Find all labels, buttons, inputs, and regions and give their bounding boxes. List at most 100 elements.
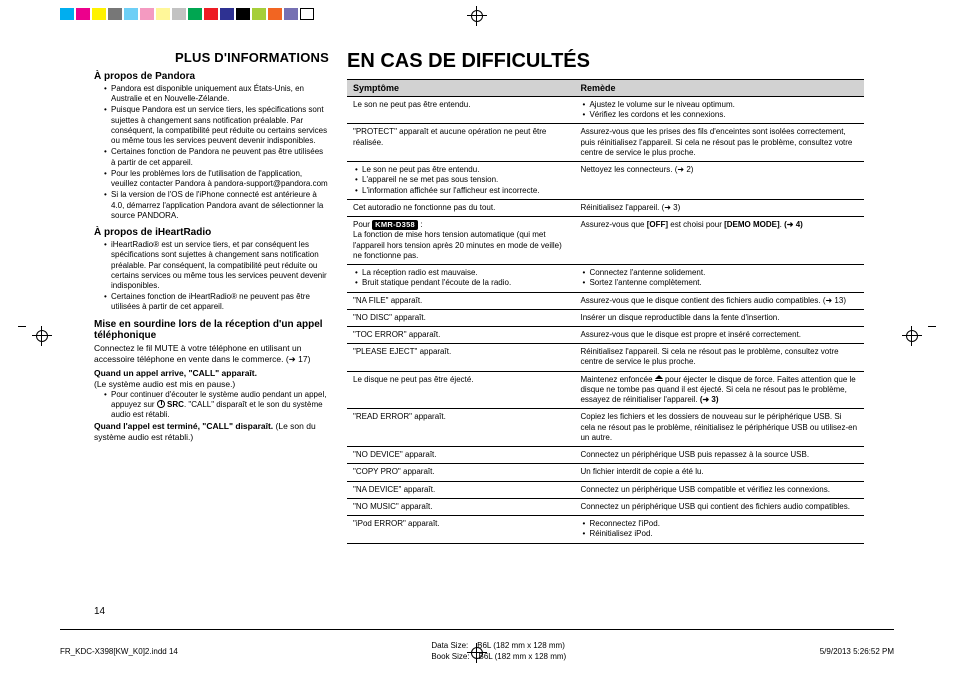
footer-booksize-label: Book Size: xyxy=(431,652,469,661)
remedy-cell: Assurez-vous que [OFF] est choisi pour [… xyxy=(574,217,864,265)
symptom-cell: Cet autoradio ne fonctionne pas du tout. xyxy=(347,199,574,216)
symptom-cell: Pour KMR-D358 :La fonction de mise hors … xyxy=(347,217,574,265)
table-row: La réception radio est mauvaise.Bruit st… xyxy=(347,265,864,292)
color-swatch xyxy=(268,8,282,20)
list-item: Vérifiez les cordons et les connexions. xyxy=(582,110,858,120)
footer-datasize-label: Data Size: xyxy=(431,641,468,650)
call-arrives-paragraph: (Le système audio est mis en pause.) xyxy=(94,379,329,390)
color-swatch xyxy=(204,8,218,20)
symptom-cell: "NO DISC" apparaît. xyxy=(347,309,574,326)
footer-filename: FR_KDC-X398[KW_K0]2.indd 14 xyxy=(60,647,178,656)
symptom-cell: "NA FILE" apparaît. xyxy=(347,292,574,309)
list-item: Si la version de l'OS de l'iPhone connec… xyxy=(104,190,329,221)
color-swatch xyxy=(188,8,202,20)
left-column: PLUS D'INFORMATIONS À propos de Pandora … xyxy=(94,50,329,544)
table-row: "iPod ERROR" apparaît.Reconnectez l'iPod… xyxy=(347,516,864,543)
section-heading: PLUS D'INFORMATIONS xyxy=(94,50,329,65)
power-icon xyxy=(157,400,165,408)
model-badge: KMR-D358 xyxy=(372,220,418,230)
table-row: Le disque ne peut pas être éjecté.Mainte… xyxy=(347,371,864,409)
remedy-cell: Assurez-vous que les prises des fils d'e… xyxy=(574,124,864,162)
symptom-cell: Le son ne peut pas être entendu. xyxy=(347,97,574,124)
list-item: Certaines fonction de iHeartRadio® ne pe… xyxy=(104,292,329,312)
footer-sizes: Data Size: B6L (182 mm x 128 mm) Book Si… xyxy=(431,641,566,662)
table-row: "READ ERROR" apparaît.Copiez les fichier… xyxy=(347,409,864,447)
registration-mark-left xyxy=(32,326,52,346)
footer-timestamp: 5/9/2013 5:26:52 PM xyxy=(820,647,894,656)
call-end-paragraph: Quand l'appel est terminé, "CALL" dispar… xyxy=(94,421,329,443)
list-item: iHeartRadio® est un service tiers, et pa… xyxy=(104,240,329,291)
col-symptom: Symptôme xyxy=(347,80,574,97)
remedy-cell: Réinitialisez l'appareil. (➜ 3) xyxy=(574,199,864,216)
registration-mark-top xyxy=(467,6,487,26)
remedy-cell: Un fichier interdit de copie a été lu. xyxy=(574,464,864,481)
page-number: 14 xyxy=(94,606,105,617)
symptom-cell: Le disque ne peut pas être éjecté. xyxy=(347,371,574,409)
remedy-cell: Réinitialisez l'appareil. Si cela ne rés… xyxy=(574,344,864,371)
remedy-cell: Connectez un périphérique USB puis repas… xyxy=(574,447,864,464)
footer-bar: FR_KDC-X398[KW_K0]2.indd 14 Data Size: B… xyxy=(60,629,894,667)
remedy-cell: Connectez un périphérique USB qui contie… xyxy=(574,498,864,515)
symptom-cell: "PROTECT" apparaît et aucune opération n… xyxy=(347,124,574,162)
color-swatch xyxy=(92,8,106,20)
remedy-cell: Ajustez le volume sur le niveau optimum.… xyxy=(574,97,864,124)
remedy-cell: Assurez-vous que le disque contient des … xyxy=(574,292,864,309)
remedy-cell: Copiez les fichiers et les dossiers de n… xyxy=(574,409,864,447)
call-continue-list: Pour continuer d'écouter le système audi… xyxy=(94,390,329,421)
page-content: PLUS D'INFORMATIONS À propos de Pandora … xyxy=(94,50,864,613)
list-item: Connectez l'antenne solidement. xyxy=(582,268,858,278)
remedy-cell: Insérer un disque reproductible dans la … xyxy=(574,309,864,326)
symptom-cell: "TOC ERROR" apparaît. xyxy=(347,326,574,343)
list-item: Puisque Pandora est un service tiers, le… xyxy=(104,105,329,146)
mute-heading: Mise en sourdine lors de la réception d'… xyxy=(94,319,329,341)
color-swatch xyxy=(124,8,138,20)
list-item: Pandora est disponible uniquement aux Ét… xyxy=(104,84,329,104)
list-item: Reconnectez l'iPod. xyxy=(582,519,858,529)
iheart-heading: À propos de iHeartRadio xyxy=(94,227,329,238)
main-heading: EN CAS DE DIFFICULTÉS xyxy=(347,50,864,73)
symptom-cell: "iPod ERROR" apparaît. xyxy=(347,516,574,543)
remedy-cell: Reconnectez l'iPod.Réinitialisez iPod. xyxy=(574,516,864,543)
remedy-cell: Connectez un périphérique USB compatible… xyxy=(574,481,864,498)
pandora-list: Pandora est disponible uniquement aux Ét… xyxy=(94,84,329,221)
remedy-cell: Nettoyez les connecteurs. (➜ 2) xyxy=(574,162,864,200)
list-item: Réinitialisez iPod. xyxy=(582,529,858,539)
color-swatch xyxy=(108,8,122,20)
col-remedy: Remède xyxy=(574,80,864,97)
list-item: L'information affichée sur l'afficheur e… xyxy=(355,186,568,196)
list-item: Pour les problèmes lors de l'utilisation… xyxy=(104,169,329,189)
color-swatch xyxy=(220,8,234,20)
eject-icon xyxy=(655,375,663,383)
troubleshooting-table: Symptôme Remède Le son ne peut pas être … xyxy=(347,79,864,544)
right-column: EN CAS DE DIFFICULTÉS Symptôme Remède Le… xyxy=(347,50,864,544)
color-swatch xyxy=(140,8,154,20)
symptom-cell: "NA DEVICE" apparaît. xyxy=(347,481,574,498)
list-item: Le son ne peut pas être entendu. xyxy=(355,165,568,175)
color-swatch xyxy=(172,8,186,20)
color-swatch xyxy=(236,8,250,20)
color-swatch xyxy=(156,8,170,20)
symptom-cell: "COPY PRO" apparaît. xyxy=(347,464,574,481)
symptom-cell: "READ ERROR" apparaît. xyxy=(347,409,574,447)
symptom-cell: "PLEASE EJECT" apparaît. xyxy=(347,344,574,371)
color-swatch xyxy=(300,8,314,20)
symptom-cell: Le son ne peut pas être entendu.L'appare… xyxy=(347,162,574,200)
color-swatch xyxy=(252,8,266,20)
list-item: Bruit statique pendant l'écoute de la ra… xyxy=(355,278,568,288)
mute-paragraph: Connectez le fil MUTE à votre téléphone … xyxy=(94,343,329,365)
remedy-cell: Maintenez enfoncée pour éjecter le disqu… xyxy=(574,371,864,409)
table-row: Cet autoradio ne fonctionne pas du tout.… xyxy=(347,199,864,216)
table-row: "NA FILE" apparaît.Assurez-vous que le d… xyxy=(347,292,864,309)
table-row: Le son ne peut pas être entendu.L'appare… xyxy=(347,162,864,200)
pandora-heading: À propos de Pandora xyxy=(94,71,329,82)
remedy-cell: Connectez l'antenne solidement.Sortez l'… xyxy=(574,265,864,292)
color-swatch xyxy=(284,8,298,20)
table-row: "NA DEVICE" apparaît.Connectez un périph… xyxy=(347,481,864,498)
table-row: "PLEASE EJECT" apparaît.Réinitialisez l'… xyxy=(347,344,864,371)
list-item: Certaines fonction de Pandora ne peuvent… xyxy=(104,147,329,167)
table-row: "NO DEVICE" apparaît.Connectez un périph… xyxy=(347,447,864,464)
table-row: "NO DISC" apparaît.Insérer un disque rep… xyxy=(347,309,864,326)
symptom-cell: "NO MUSIC" apparaît. xyxy=(347,498,574,515)
table-row: Le son ne peut pas être entendu.Ajustez … xyxy=(347,97,864,124)
crop-tick-left xyxy=(18,326,26,327)
